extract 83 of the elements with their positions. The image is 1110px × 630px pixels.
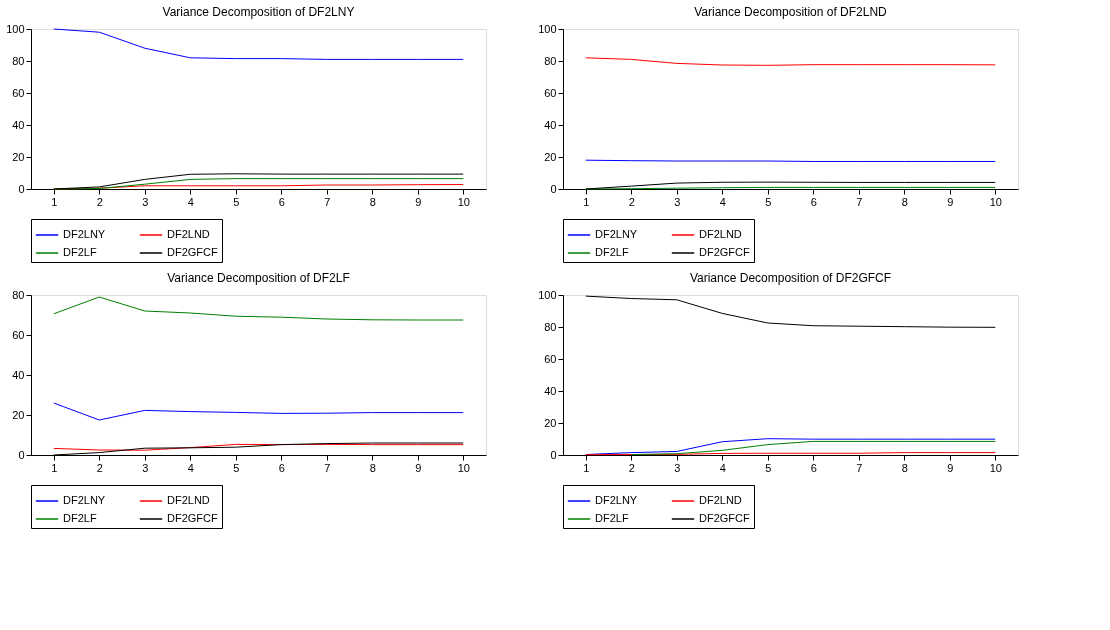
- y-tick-label: 0: [18, 448, 25, 461]
- y-tick-label: 40: [544, 118, 557, 131]
- legend-label: DF2GFCF: [167, 512, 218, 524]
- x-tick-label: 1: [51, 195, 58, 208]
- x-tick-label: 6: [278, 461, 285, 474]
- legend-label: DF2LF: [63, 246, 97, 258]
- x-tick-label: 7: [324, 461, 331, 474]
- legend-label: DF2LND: [167, 228, 210, 240]
- legend-label: DF2LNY: [63, 494, 106, 506]
- x-tick-label: 9: [415, 461, 422, 474]
- x-tick-label: 3: [674, 461, 681, 474]
- x-tick-label: 7: [856, 461, 863, 474]
- x-tick-label: 10: [457, 461, 470, 474]
- x-tick-label: 3: [674, 195, 681, 208]
- y-tick-label: 60: [12, 86, 25, 99]
- x-tick-label: 7: [324, 195, 331, 208]
- x-tick-label: 2: [628, 461, 635, 474]
- y-tick-label: 20: [544, 150, 557, 163]
- x-tick-label: 7: [856, 195, 863, 208]
- x-tick-label: 2: [96, 195, 103, 208]
- chart-title: Variance Decomposition of DF2GFCF: [689, 271, 892, 285]
- x-tick-label: 3: [142, 195, 149, 208]
- y-tick-label: 80: [12, 288, 25, 301]
- y-tick-label: 60: [544, 352, 557, 365]
- y-tick-label: 20: [544, 416, 557, 429]
- legend-label: DF2LND: [167, 494, 210, 506]
- x-tick-label: 8: [369, 195, 376, 208]
- y-tick-label: 0: [550, 448, 557, 461]
- x-tick-label: 6: [810, 195, 817, 208]
- x-tick-label: 10: [989, 461, 1002, 474]
- x-tick-label: 5: [233, 195, 240, 208]
- legend-label: DF2LF: [595, 512, 629, 524]
- legend-label: DF2LND: [699, 494, 742, 506]
- y-tick-label: 100: [538, 288, 557, 301]
- x-tick-label: 6: [278, 195, 285, 208]
- x-tick-label: 10: [989, 195, 1002, 208]
- y-tick-label: 80: [544, 320, 557, 333]
- y-tick-label: 20: [12, 408, 25, 421]
- chart-title: Variance Decomposition of DF2LF: [167, 271, 350, 285]
- legend-label: DF2GFCF: [699, 512, 750, 524]
- x-tick-label: 5: [765, 461, 772, 474]
- legend-label: DF2LF: [595, 246, 629, 258]
- y-tick-label: 100: [538, 22, 557, 35]
- y-tick-label: 100: [6, 22, 25, 35]
- y-tick-label: 0: [18, 182, 25, 195]
- x-tick-label: 10: [457, 195, 470, 208]
- x-tick-label: 4: [187, 461, 194, 474]
- chart-title: Variance Decomposition of DF2LND: [694, 5, 888, 19]
- chart-title: Variance Decomposition of DF2LNY: [162, 5, 355, 19]
- y-tick-label: 40: [12, 118, 25, 131]
- legend-label: DF2LNY: [595, 494, 638, 506]
- x-tick-label: 5: [233, 461, 240, 474]
- x-tick-label: 4: [719, 461, 726, 474]
- legend-label: DF2LF: [63, 512, 97, 524]
- y-tick-label: 0: [550, 182, 557, 195]
- y-tick-label: 80: [12, 54, 25, 67]
- x-tick-label: 8: [369, 461, 376, 474]
- legend-label: DF2LND: [699, 228, 742, 240]
- x-tick-label: 9: [947, 195, 954, 208]
- y-tick-label: 40: [12, 368, 25, 381]
- x-tick-label: 2: [96, 461, 103, 474]
- x-tick-label: 5: [765, 195, 772, 208]
- legend-label: DF2GFCF: [699, 246, 750, 258]
- x-tick-label: 3: [142, 461, 149, 474]
- y-tick-label: 60: [12, 328, 25, 341]
- x-tick-label: 6: [810, 461, 817, 474]
- x-tick-label: 9: [947, 461, 954, 474]
- y-tick-label: 60: [544, 86, 557, 99]
- x-tick-label: 2: [628, 195, 635, 208]
- y-tick-label: 20: [12, 150, 25, 163]
- x-tick-label: 4: [719, 195, 726, 208]
- x-tick-label: 1: [583, 195, 590, 208]
- legend-label: DF2LNY: [595, 228, 638, 240]
- x-tick-label: 4: [187, 195, 194, 208]
- x-tick-label: 1: [51, 461, 58, 474]
- y-tick-label: 80: [544, 54, 557, 67]
- x-tick-label: 1: [583, 461, 590, 474]
- legend-label: DF2GFCF: [167, 246, 218, 258]
- x-tick-label: 8: [901, 195, 908, 208]
- legend-label: DF2LNY: [63, 228, 106, 240]
- y-tick-label: 40: [544, 384, 557, 397]
- x-tick-label: 9: [415, 195, 422, 208]
- x-tick-label: 8: [901, 461, 908, 474]
